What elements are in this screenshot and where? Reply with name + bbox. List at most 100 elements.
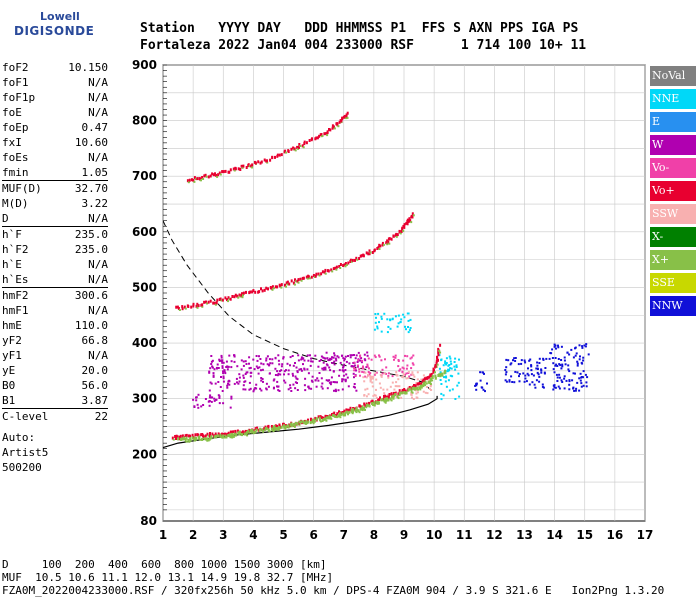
cluster-point xyxy=(300,358,303,361)
trace-point xyxy=(307,420,310,424)
cluster-point xyxy=(374,372,377,375)
cluster-point xyxy=(222,372,225,375)
cluster-point xyxy=(412,354,415,357)
cluster-point xyxy=(391,375,394,378)
param-row: M(D) 3.22 xyxy=(2,196,108,211)
param-value: 3.22 xyxy=(81,197,109,210)
trace-point xyxy=(391,395,394,399)
param-name: MUF(D) xyxy=(2,182,42,195)
logo-line1: Lowell xyxy=(40,10,80,23)
trace-point xyxy=(354,409,357,413)
cluster-point xyxy=(448,369,451,371)
cluster-point xyxy=(406,377,409,380)
trace-point xyxy=(324,417,327,421)
trace-point xyxy=(209,174,212,178)
cluster-point xyxy=(276,385,278,388)
cluster-point xyxy=(266,355,269,358)
trace-point xyxy=(276,424,279,428)
cluster-point xyxy=(357,351,360,354)
trace-point xyxy=(324,268,327,272)
cluster-point xyxy=(450,367,453,370)
cluster-point xyxy=(233,360,236,363)
trace-point xyxy=(305,141,308,145)
cluster-point xyxy=(454,368,457,371)
trace-point xyxy=(305,420,308,424)
cluster-point xyxy=(474,384,477,387)
trace-point xyxy=(408,386,411,389)
trace-point xyxy=(355,256,358,260)
trace-point-x xyxy=(238,433,241,436)
cluster-point xyxy=(410,367,413,370)
cluster-point xyxy=(535,367,538,370)
cluster-point xyxy=(444,362,447,365)
cluster-point xyxy=(440,398,443,401)
cluster-point xyxy=(417,391,419,394)
trace-point xyxy=(194,436,197,440)
trace-point xyxy=(392,234,395,238)
x-tick-label: 2 xyxy=(189,528,197,542)
cluster-point xyxy=(336,381,338,384)
trace-point xyxy=(351,258,354,262)
cluster-point xyxy=(517,363,520,366)
cluster-point xyxy=(325,379,328,382)
param-value: N/A xyxy=(88,151,108,164)
cluster-point xyxy=(311,360,314,363)
cluster-point xyxy=(405,328,407,331)
cluster-point xyxy=(366,363,369,366)
cluster-point xyxy=(212,375,215,378)
trace-point xyxy=(215,301,218,305)
cluster-point xyxy=(386,388,389,391)
cluster-point xyxy=(523,359,526,362)
trace-point-x xyxy=(241,296,244,299)
trace-point xyxy=(260,160,263,164)
cluster-point xyxy=(552,388,555,391)
cluster-point xyxy=(400,318,403,321)
cluster-point xyxy=(259,387,262,390)
trace-point xyxy=(293,147,296,151)
trace-point xyxy=(340,119,343,123)
cluster-point xyxy=(367,357,370,360)
trace-point xyxy=(433,369,435,373)
trace-point xyxy=(399,391,402,395)
trace-point-x xyxy=(219,173,222,176)
cluster-point xyxy=(376,327,379,330)
trace-point xyxy=(403,391,406,394)
cluster-point xyxy=(331,356,333,359)
cluster-point xyxy=(451,375,454,378)
trace-point xyxy=(279,284,282,288)
cluster-point xyxy=(544,367,547,369)
trace-point xyxy=(435,359,438,363)
cluster-point xyxy=(369,379,372,382)
trace-point xyxy=(292,281,295,285)
cluster-point xyxy=(530,373,533,376)
trace-point xyxy=(263,288,266,292)
cluster-point xyxy=(364,388,367,391)
cluster-point xyxy=(210,355,213,357)
trace-point xyxy=(222,434,225,438)
cluster-point xyxy=(255,387,258,390)
trace-point xyxy=(290,279,293,283)
cluster-point xyxy=(356,364,359,367)
trace-point-x xyxy=(335,268,338,271)
trace-point-x xyxy=(339,267,342,269)
cluster-point xyxy=(294,362,296,364)
cluster-point xyxy=(235,377,238,380)
cluster-point xyxy=(218,395,221,398)
trace-point xyxy=(426,376,429,380)
cluster-point xyxy=(538,357,541,360)
autoscale-text: 500200 xyxy=(2,461,42,474)
cluster-point xyxy=(284,381,287,384)
cluster-point xyxy=(368,373,371,376)
trace-point-x xyxy=(313,420,316,423)
cluster-point xyxy=(576,364,579,367)
trace-point xyxy=(251,429,254,433)
cluster-point xyxy=(537,373,540,376)
trace-point xyxy=(285,425,287,429)
cluster-point xyxy=(226,384,229,387)
cluster-point xyxy=(329,383,332,386)
cluster-point xyxy=(438,354,441,357)
cluster-point xyxy=(296,371,299,374)
param-value: N/A xyxy=(88,91,108,104)
cluster-point xyxy=(568,383,571,386)
cluster-point xyxy=(575,352,578,355)
